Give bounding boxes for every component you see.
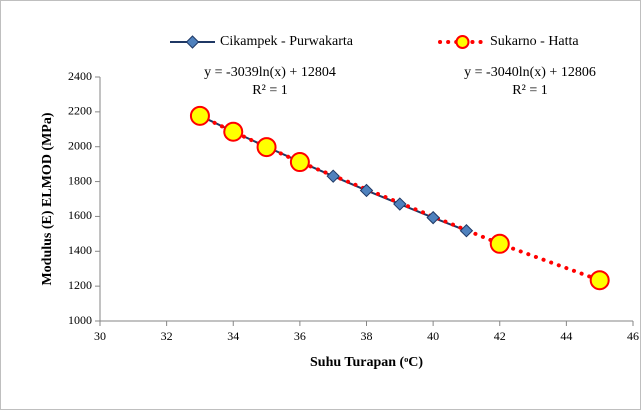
trend-r2: R² = 1 bbox=[512, 83, 547, 98]
trend-equation: y = -3040ln(x) + 12806 bbox=[464, 65, 596, 80]
data-point bbox=[223, 121, 244, 142]
x-tick-label: 42 bbox=[494, 329, 506, 343]
x-tick-label: 36 bbox=[294, 329, 306, 343]
x-tick-label: 40 bbox=[427, 329, 439, 343]
legend-label: Sukarno - Hatta bbox=[490, 34, 579, 49]
data-point bbox=[459, 224, 474, 238]
x-axis-title: Suhu Turapan (ᵒC) bbox=[310, 355, 423, 370]
x-tick-label: 44 bbox=[560, 329, 572, 343]
y-axis-title: Modulus (E) ELMOD (MPa) bbox=[40, 112, 55, 285]
y-tick-label: 1200 bbox=[68, 278, 92, 292]
data-point bbox=[256, 137, 277, 158]
y-tick-label: 1600 bbox=[68, 208, 92, 222]
data-point bbox=[289, 152, 310, 173]
y-tick-label: 1000 bbox=[68, 313, 92, 327]
trend-r2: R² = 1 bbox=[252, 83, 287, 98]
trend-equation: y = -3039ln(x) + 12804 bbox=[204, 65, 336, 80]
legend-marker bbox=[185, 35, 200, 49]
x-tick-label: 46 bbox=[627, 329, 639, 343]
data-point bbox=[359, 183, 374, 198]
legend-marker bbox=[455, 35, 470, 49]
y-tick-label: 2200 bbox=[68, 104, 92, 118]
x-tick-label: 38 bbox=[361, 329, 373, 343]
x-tick-label: 34 bbox=[227, 329, 239, 343]
y-tick-label: 1400 bbox=[68, 243, 92, 257]
x-tick-label: 30 bbox=[94, 329, 106, 343]
data-point bbox=[326, 169, 340, 183]
y-tick-label: 2000 bbox=[68, 138, 92, 152]
data-point bbox=[589, 270, 610, 291]
data-point bbox=[426, 210, 440, 225]
x-tick-label: 32 bbox=[161, 329, 173, 343]
legend-label: Cikampek - Purwakarta bbox=[220, 34, 354, 49]
y-tick-label: 1800 bbox=[68, 173, 92, 187]
data-point bbox=[393, 197, 407, 211]
y-tick-label: 2400 bbox=[68, 69, 92, 83]
data-point bbox=[189, 105, 210, 126]
data-point bbox=[489, 233, 510, 254]
